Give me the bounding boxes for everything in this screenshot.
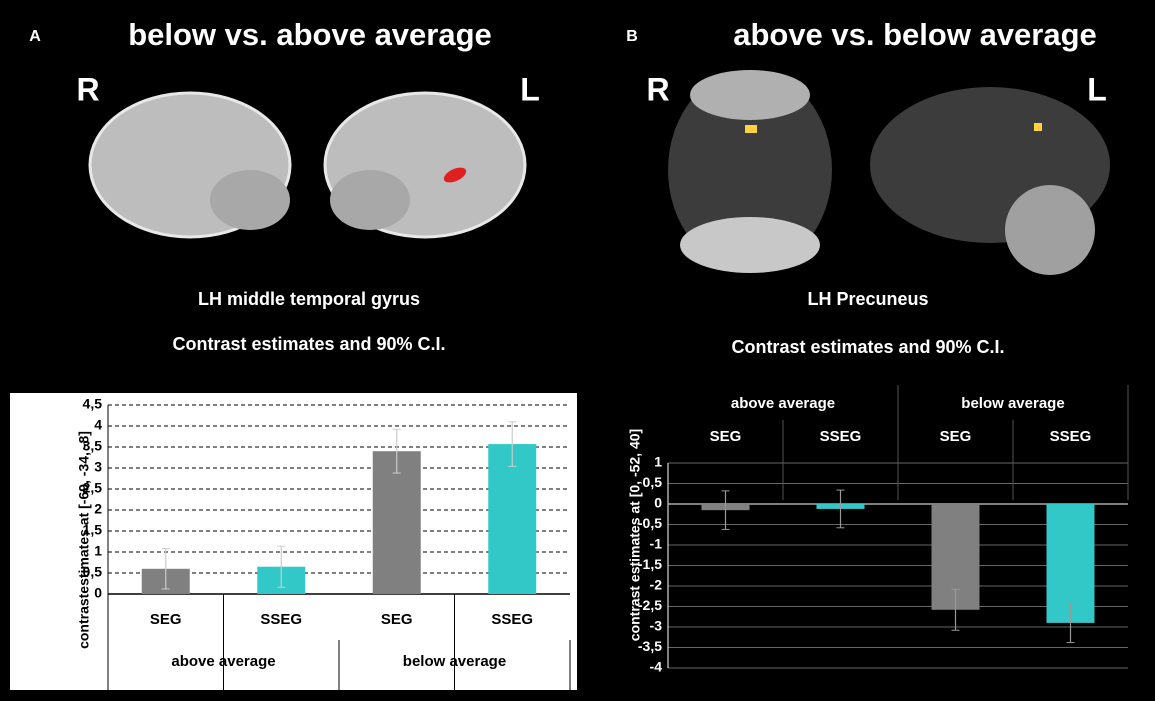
- y-tick-label: -3,5: [638, 638, 662, 654]
- y-tick-label: 3,5: [83, 438, 103, 454]
- x-tick-label: SSEG: [260, 611, 302, 628]
- y-tick-label: 4,5: [83, 396, 103, 412]
- hemisphere-label: L: [1087, 71, 1107, 107]
- activation: [443, 167, 467, 183]
- panel-heading: above vs. below average: [733, 17, 1097, 52]
- x-tick-label: SSEG: [820, 428, 862, 445]
- y-tick-label: 1: [654, 454, 662, 470]
- panel-heading: below vs. above average: [128, 17, 492, 52]
- bar: [488, 444, 537, 594]
- bar: [372, 451, 421, 594]
- group-label: below average: [403, 653, 506, 670]
- region: [680, 217, 820, 273]
- group-label: below average: [961, 395, 1064, 412]
- y-tick-label: 0: [94, 585, 102, 601]
- hemisphere-label: L: [520, 71, 540, 107]
- activation: [745, 125, 757, 133]
- x-tick-label: SEG: [381, 611, 413, 628]
- cerebellum: [330, 170, 410, 230]
- axial-slice: [668, 70, 832, 270]
- y-tick-label: 1: [94, 543, 102, 559]
- x-tick-label: SEG: [710, 428, 742, 445]
- y-tick-label: -2: [650, 577, 663, 593]
- y-axis-label: contrast estimates at [0, -52, 40]: [627, 429, 643, 641]
- group-label: above average: [171, 653, 275, 670]
- x-tick-label: SSEG: [491, 611, 533, 628]
- y-axis-label: contrastestimates at [-69, -34, -8]: [76, 431, 92, 649]
- hemisphere-label: R: [76, 71, 99, 107]
- plot-background: [612, 385, 1128, 690]
- y-tick-label: -2,5: [638, 597, 662, 613]
- group-label: above average: [731, 395, 835, 412]
- y-tick-label: -3: [650, 618, 663, 634]
- y-tick-label: -1,5: [638, 556, 662, 572]
- y-tick-label: -1: [650, 536, 663, 552]
- cerebellum: [210, 170, 290, 230]
- x-tick-label: SEG: [940, 428, 972, 445]
- y-tick-label: 0,5: [643, 474, 663, 490]
- y-tick-label: 2,5: [83, 480, 103, 496]
- y-tick-label: 4: [94, 417, 102, 433]
- chart-title: LH middle temporal gyrus: [198, 289, 420, 309]
- chart-subtitle: Contrast estimates and 90% C.I.: [172, 334, 445, 354]
- y-tick-label: 3: [94, 459, 102, 475]
- y-tick-label: -0,5: [638, 515, 662, 531]
- y-tick-label: 1,5: [83, 522, 103, 538]
- y-tick-label: -4: [650, 659, 663, 675]
- chart-subtitle: Contrast estimates and 90% C.I.: [731, 337, 1004, 357]
- cerebellum: [1005, 185, 1095, 275]
- x-tick-label: SEG: [150, 611, 182, 628]
- region: [690, 70, 810, 120]
- y-tick-label: 0,5: [83, 564, 103, 580]
- y-tick-label: 2: [94, 501, 102, 517]
- x-tick-label: SSEG: [1050, 428, 1092, 445]
- panel-letter: A: [29, 28, 41, 45]
- hemisphere-label: R: [646, 71, 669, 107]
- plot-background: [10, 393, 577, 690]
- chart-title: LH Precuneus: [807, 289, 928, 309]
- activation: [1034, 123, 1042, 131]
- y-tick-label: 0: [654, 495, 662, 511]
- brain-images: [88, 70, 1110, 275]
- panel-letter: B: [626, 28, 638, 45]
